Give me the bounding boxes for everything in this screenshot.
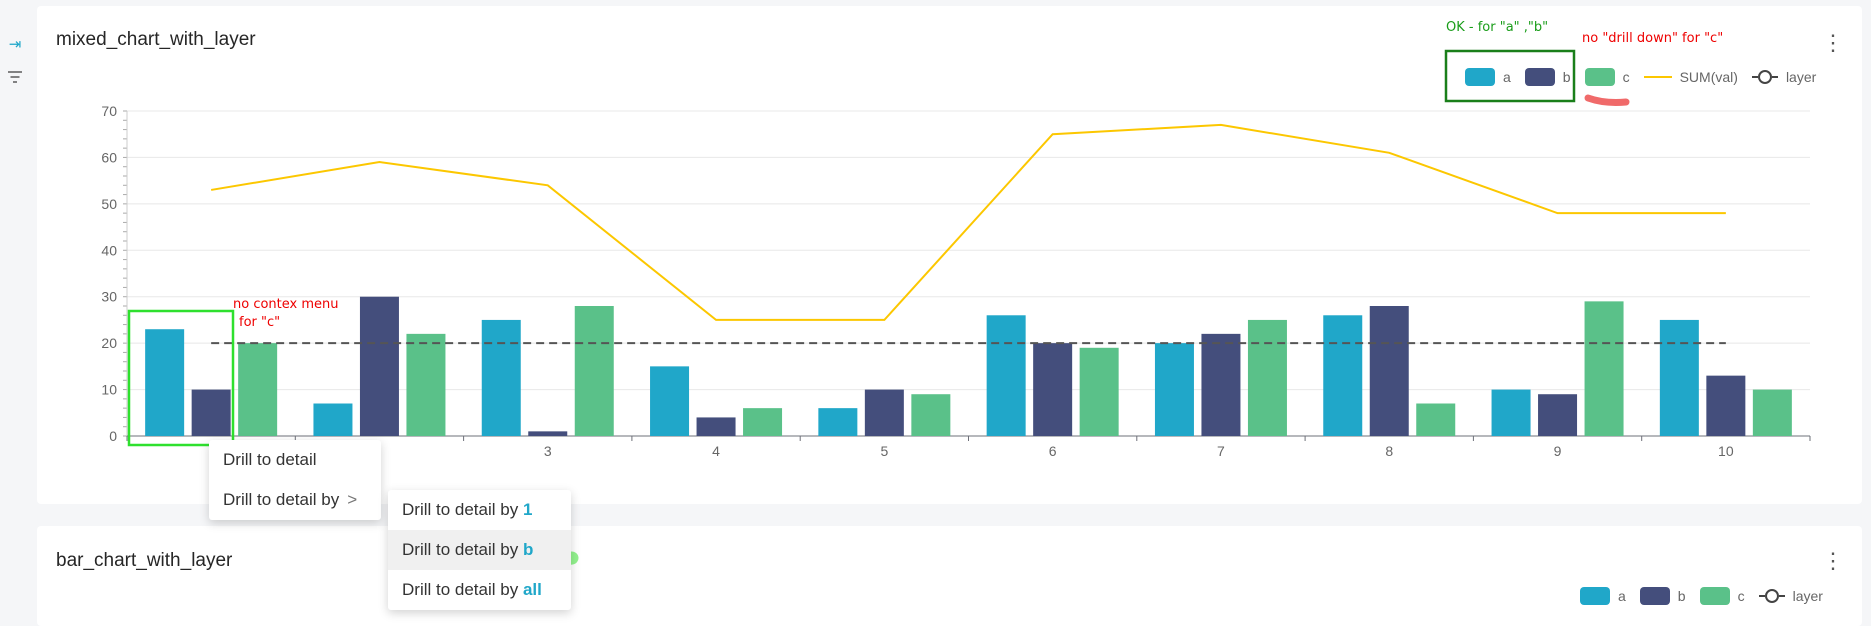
menu-item-label: Drill to detail by — [223, 490, 340, 509]
bar-b — [696, 417, 736, 436]
submenu-item-value: 1 — [522, 500, 533, 519]
chart-panel-bar: bar_chart_with_layer ⋮ — [37, 526, 1862, 626]
legend-item-layer[interactable]: layer — [1758, 588, 1823, 604]
legend-label: b — [1677, 588, 1686, 604]
x-tick-label: 9 — [1554, 443, 1562, 459]
context-submenu: Drill to detail by 1 Drill to detail by … — [388, 490, 571, 610]
bar-a — [650, 366, 690, 436]
panel-title: mixed_chart_with_layer — [56, 29, 256, 50]
bar-c — [1247, 319, 1287, 436]
sidebar: ⇥ — [0, 0, 28, 619]
legend-swatch-c — [1584, 68, 1615, 86]
y-tick-label: 60 — [101, 149, 117, 165]
legend-label: c — [1737, 588, 1745, 604]
legend-swatch-line — [1643, 76, 1672, 78]
submenu-item-label: Drill to detail by — [402, 540, 523, 559]
bar-c — [1079, 347, 1119, 436]
y-tick-label: 70 — [101, 103, 117, 119]
legend-item-b[interactable]: b — [1639, 587, 1686, 605]
kebab-icon[interactable]: ⋮ — [1822, 548, 1844, 573]
menu-item-drill-to-detail-by[interactable]: Drill to detail by > — [209, 480, 381, 520]
chart-legend: a b c layer — [1580, 587, 1837, 605]
legend-item-c[interactable]: c — [1584, 68, 1630, 86]
legend-swatch-b — [1639, 587, 1670, 605]
bar-a — [481, 319, 521, 436]
y-tick-label: 40 — [101, 242, 117, 258]
bar-b — [359, 296, 399, 436]
legend-label: c — [1622, 69, 1630, 85]
legend-label: a — [1618, 588, 1626, 604]
legend-label: layer — [1785, 69, 1817, 85]
x-tick-label: 4 — [712, 443, 720, 459]
bar-a — [145, 329, 185, 436]
bar-b — [1033, 343, 1073, 436]
x-tick-label: 8 — [1385, 443, 1393, 459]
x-tick-label: 5 — [880, 443, 888, 459]
x-tick-label: 10 — [1718, 443, 1734, 459]
bar-b — [1369, 306, 1409, 436]
sum-line — [210, 123, 1726, 321]
chevron-right-icon: > — [347, 490, 358, 509]
annotation-no-drill: no "drill down" for "c" — [1582, 31, 1724, 46]
layer-legend-icon — [1751, 70, 1778, 84]
y-tick-label: 0 — [109, 428, 117, 444]
layer-legend-icon — [1758, 589, 1785, 603]
legend-swatch-a — [1580, 587, 1610, 605]
bar-c — [743, 408, 783, 436]
bar-a — [818, 408, 858, 436]
submenu-item-label: Drill to detail by — [402, 500, 523, 519]
submenu-item-label: Drill to detail by — [402, 580, 523, 599]
bar-b — [1706, 375, 1746, 436]
submenu-item-by-all[interactable]: Drill to detail by all — [388, 570, 571, 610]
bar-a — [986, 315, 1026, 436]
annotation-no-menu-1: no contex menu — [233, 297, 339, 312]
legend-item-a[interactable]: a — [1580, 587, 1626, 605]
legend-item-sum[interactable]: SUM(val) — [1643, 69, 1738, 85]
bar-b — [1201, 333, 1241, 436]
x-tick-label: 3 — [544, 443, 552, 459]
x-tick-label: 6 — [1049, 443, 1057, 459]
bar-b — [1538, 394, 1578, 436]
bar-a — [313, 403, 353, 436]
legend-label: layer — [1792, 588, 1823, 604]
legend-label: SUM(val) — [1679, 69, 1738, 85]
submenu-item-value: all — [522, 580, 542, 599]
y-tick-label: 30 — [101, 289, 117, 305]
menu-item-drill-to-detail[interactable]: Drill to detail — [209, 440, 381, 480]
expand-right-icon[interactable]: ⇥ — [8, 36, 22, 53]
legend-swatch-c — [1699, 587, 1730, 605]
bar-c — [1584, 301, 1624, 436]
y-tick-label: 10 — [101, 382, 117, 398]
submenu-item-value: b — [522, 540, 534, 559]
bar-a — [1323, 315, 1363, 436]
bar-c — [1416, 403, 1456, 436]
annotation-ok: OK - for "a" ,"b" — [1446, 20, 1549, 35]
bar-c — [911, 394, 951, 436]
bar-a — [1154, 343, 1194, 436]
bar-b — [528, 431, 568, 436]
panel-title: bar_chart_with_layer — [56, 550, 233, 571]
bar-a — [1491, 389, 1531, 436]
legend-item-c[interactable]: c — [1699, 587, 1745, 605]
annotation-no-menu-2: for "c" — [239, 315, 281, 330]
x-tick-label: 7 — [1217, 443, 1225, 459]
bar-a — [1659, 319, 1699, 436]
y-tick-label: 50 — [101, 196, 117, 212]
context-menu: Drill to detail Drill to detail by > — [209, 440, 381, 520]
submenu-item-by-1[interactable]: Drill to detail by 1 — [388, 490, 571, 530]
bar-c — [238, 343, 278, 436]
mixed-chart: 0 10 20 30 40 50 60 70 3 4 5 6 7 8 9 10 — [101, 103, 1811, 459]
bar-c — [1752, 389, 1792, 436]
submenu-item-by-b[interactable]: Drill to detail by b — [388, 530, 571, 570]
menu-item-label: Drill to detail — [223, 450, 317, 469]
bar-c — [406, 333, 446, 436]
filter-icon[interactable] — [6, 70, 24, 88]
legend-item-layer[interactable]: layer — [1751, 69, 1817, 85]
bar-b — [864, 389, 904, 436]
bar-b — [191, 389, 231, 436]
y-tick-label: 20 — [101, 335, 117, 351]
bar-c — [574, 306, 614, 436]
